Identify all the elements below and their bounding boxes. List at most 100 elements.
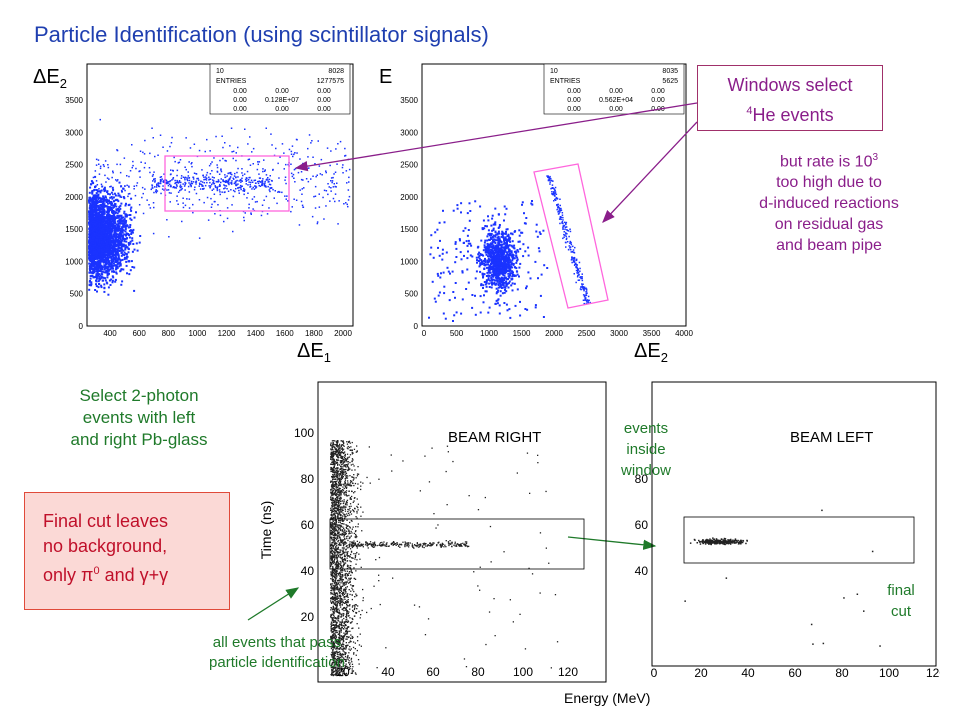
tr-point [501, 282, 504, 285]
tr-point [535, 230, 538, 233]
tr-point [502, 250, 505, 253]
tr-point [431, 280, 434, 283]
tl-point [184, 166, 186, 168]
tl-stat: 1277575 [317, 78, 344, 85]
tr-point [488, 238, 490, 241]
tr-point [501, 231, 504, 234]
tl-point [261, 181, 264, 183]
tl-point [203, 178, 205, 181]
tl-point [96, 257, 99, 260]
tl-point [233, 175, 236, 177]
tl-point [263, 170, 266, 172]
tl-point [106, 205, 109, 208]
tl-point [88, 249, 91, 252]
tr-point [506, 243, 508, 245]
tr-point [495, 282, 498, 285]
tl-point [92, 249, 95, 252]
tl-point [224, 191, 226, 193]
tl-point [108, 242, 111, 245]
tl-point [235, 176, 237, 178]
tr-point [495, 261, 498, 264]
tr-point [499, 283, 502, 286]
tl-point [182, 202, 184, 204]
tl-point [191, 182, 194, 185]
tl-point [109, 246, 112, 249]
tr-point [486, 245, 489, 248]
tr-point [577, 274, 579, 277]
tl-point [255, 186, 258, 188]
tr-point [477, 260, 480, 262]
tl-point [95, 231, 98, 233]
tl-point [209, 181, 211, 184]
tl-point [256, 168, 259, 171]
tl-point [104, 225, 106, 228]
tl-point [259, 177, 262, 179]
tl-point [121, 258, 124, 261]
tl-point [123, 238, 125, 241]
tr-point [503, 266, 506, 269]
tr-point [573, 261, 575, 263]
tr-point [491, 257, 494, 260]
tl-point [104, 195, 107, 198]
tr-point [485, 253, 488, 256]
tl-point [95, 275, 98, 278]
tl-point [91, 223, 93, 226]
tr-point [484, 290, 487, 293]
tr-point [466, 257, 469, 260]
tl-point [100, 236, 103, 238]
tr-point [494, 242, 497, 244]
tr-point [572, 257, 575, 260]
tl-stat: 8028 [328, 68, 344, 75]
tl-point [95, 200, 98, 203]
tr-point [461, 298, 464, 301]
tl-point [188, 191, 191, 193]
tl-point [104, 249, 106, 251]
tl-point [153, 191, 155, 194]
tr-point [488, 249, 491, 252]
tl-point [123, 222, 126, 225]
tr-point [446, 266, 449, 269]
tl-point [325, 190, 328, 192]
tl-point [103, 212, 105, 214]
tr-point [469, 242, 472, 245]
tr-point [547, 175, 549, 177]
tr-point [492, 268, 495, 271]
tl-point [88, 284, 91, 287]
tl-point [170, 184, 172, 187]
tl-point [257, 161, 259, 163]
tr-point [525, 287, 527, 290]
tl-point [323, 189, 326, 192]
tr-point [505, 280, 508, 283]
tr-y-tick: 0 [414, 322, 419, 331]
tr-point [534, 260, 537, 263]
tl-point [179, 184, 182, 186]
tl-point [160, 192, 162, 195]
tr-point [502, 260, 505, 263]
tl-point [95, 164, 98, 166]
tl-point [113, 220, 116, 223]
tr-point [578, 261, 581, 264]
tl-point [203, 176, 205, 178]
tr-point [566, 241, 569, 243]
tl-point [127, 251, 130, 254]
tr-point [500, 245, 503, 248]
tl-point [103, 243, 106, 246]
tl-point [96, 216, 98, 218]
tl-point [117, 241, 120, 244]
tl-point [106, 239, 109, 242]
tr-point [565, 237, 568, 239]
tl-point [96, 248, 99, 250]
tl-point [140, 161, 142, 163]
tl-point [247, 179, 250, 181]
tl-point [135, 211, 137, 214]
tl-point [102, 243, 105, 246]
tl-point [314, 195, 317, 197]
tr-point [498, 237, 500, 240]
tl-point [230, 189, 232, 191]
tl-point [290, 172, 293, 175]
tr-point [575, 281, 577, 284]
tr-point [483, 294, 485, 297]
tl-point [120, 219, 123, 222]
tl-point [117, 200, 120, 203]
